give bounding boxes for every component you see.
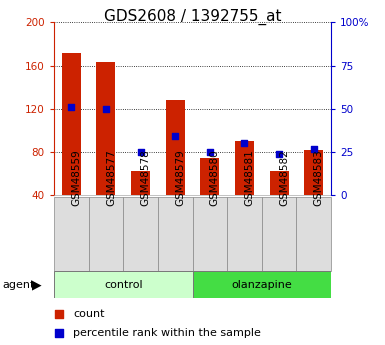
Text: GSM48583: GSM48583	[314, 149, 324, 206]
Text: GSM48580: GSM48580	[210, 149, 220, 206]
Point	[103, 106, 109, 111]
Bar	[200, 158, 219, 195]
Bar	[192, 197, 227, 271]
Point	[311, 146, 317, 151]
Bar	[89, 197, 123, 271]
Text: GSM48579: GSM48579	[175, 149, 185, 206]
Text: GSM48577: GSM48577	[106, 149, 116, 206]
Bar	[192, 271, 331, 298]
Text: count: count	[73, 309, 105, 319]
Point	[56, 330, 62, 336]
Bar	[166, 100, 185, 195]
Text: GDS2608 / 1392755_at: GDS2608 / 1392755_at	[104, 9, 281, 25]
Bar	[270, 171, 289, 195]
Text: percentile rank within the sample: percentile rank within the sample	[73, 328, 261, 338]
Text: olanzapine: olanzapine	[231, 280, 292, 289]
Text: GSM48559: GSM48559	[71, 149, 81, 206]
Text: GSM48581: GSM48581	[244, 149, 254, 206]
Bar	[62, 52, 81, 195]
Bar	[296, 197, 331, 271]
Bar	[158, 197, 192, 271]
Bar	[227, 197, 262, 271]
Bar	[96, 62, 116, 195]
Point	[172, 133, 178, 138]
Point	[207, 149, 213, 155]
Bar	[54, 271, 192, 298]
Bar	[262, 197, 296, 271]
Point	[56, 311, 62, 317]
Text: agent: agent	[2, 280, 34, 289]
Bar	[54, 197, 89, 271]
Text: GSM48578: GSM48578	[141, 149, 151, 206]
Bar	[123, 197, 158, 271]
Bar	[235, 141, 254, 195]
Point	[137, 149, 144, 155]
Bar	[131, 171, 150, 195]
Text: GSM48582: GSM48582	[279, 149, 289, 206]
Text: ▶: ▶	[32, 278, 42, 291]
Point	[68, 104, 74, 109]
Point	[276, 151, 282, 157]
Bar	[304, 150, 323, 195]
Text: control: control	[104, 280, 142, 289]
Point	[241, 140, 248, 146]
